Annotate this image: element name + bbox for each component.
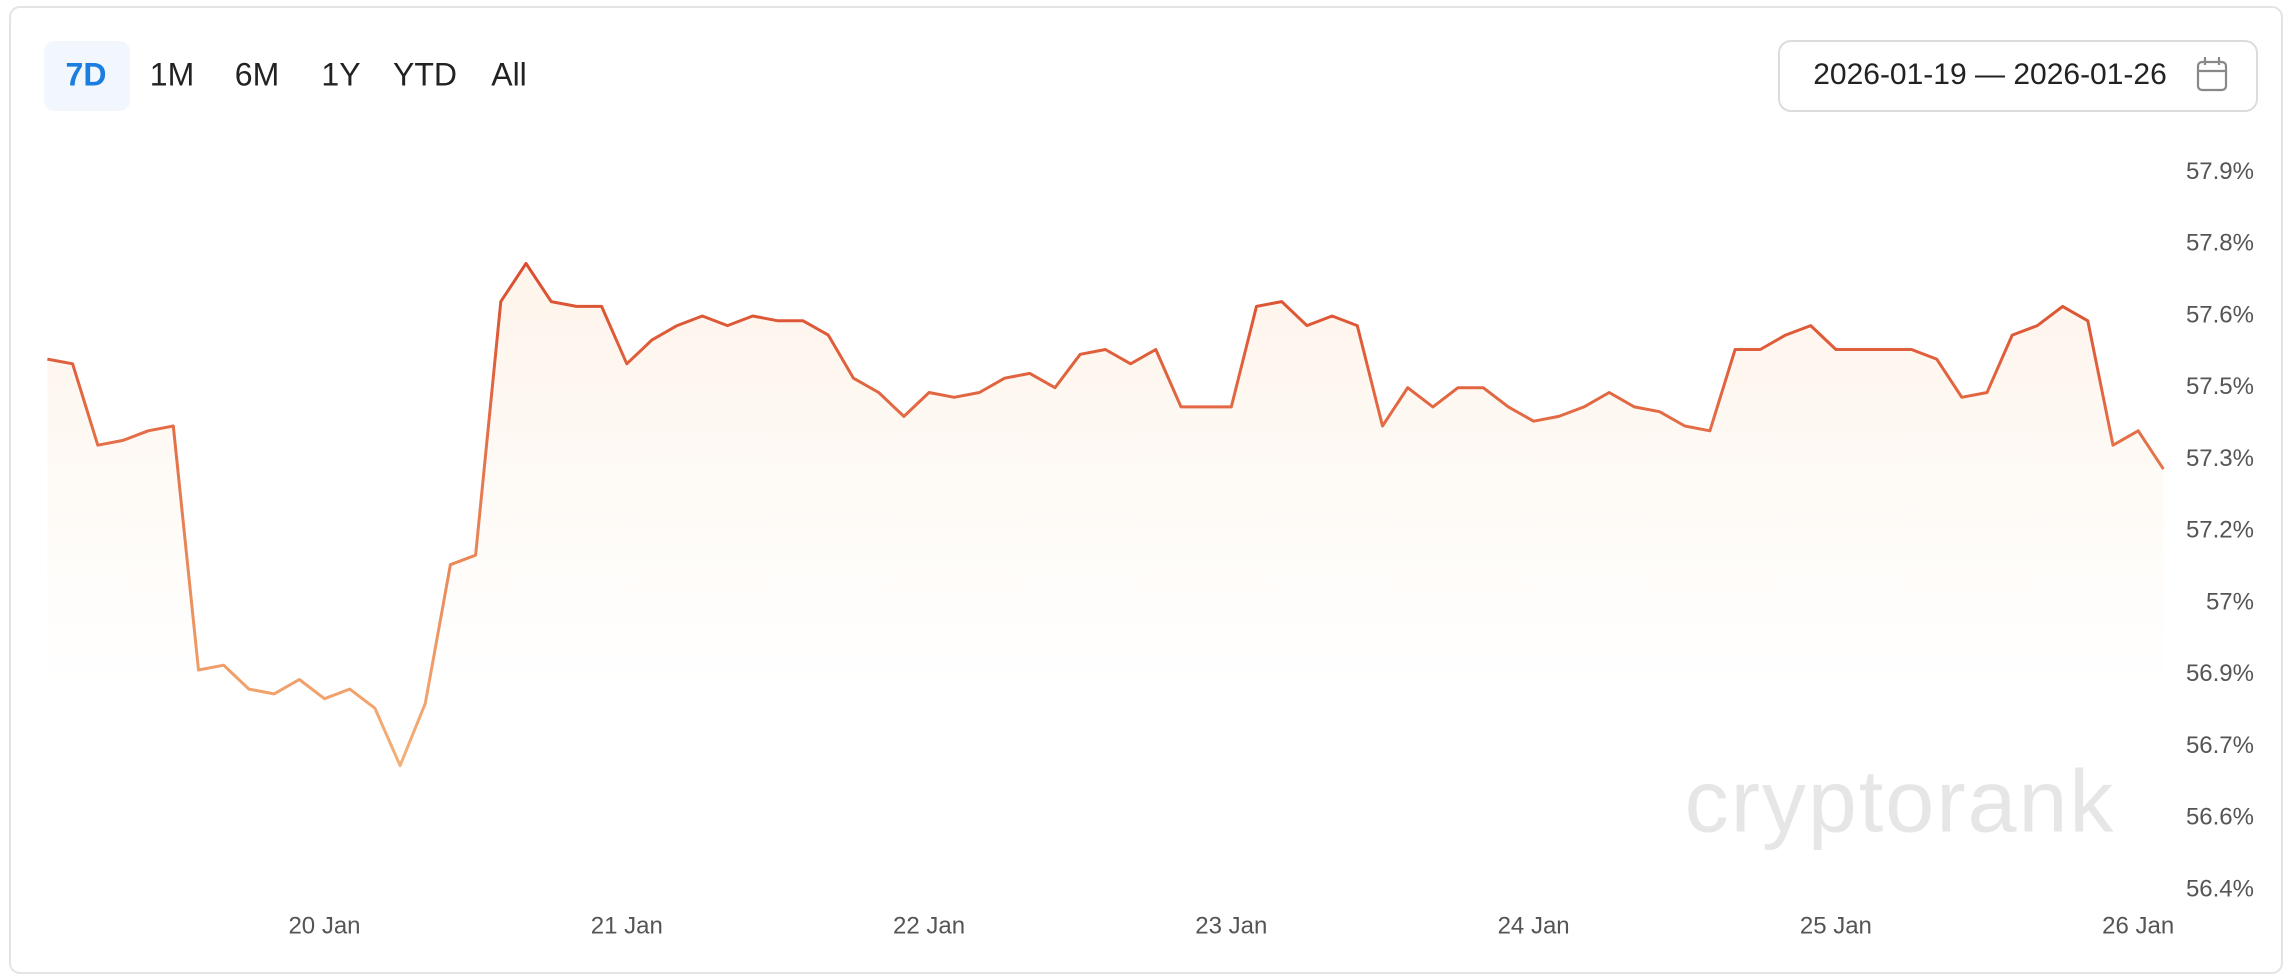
y-tick-label: 56.7%	[2186, 732, 2254, 759]
range-button[interactable]: 1M	[150, 56, 194, 92]
y-tick-label: 57.9%	[2186, 158, 2254, 185]
x-tick-label: 24 Jan	[1498, 912, 1570, 939]
range-button[interactable]: 6M	[235, 56, 279, 92]
active-range-bg	[44, 41, 130, 111]
x-tick-label: 22 Jan	[893, 912, 965, 939]
line	[47, 261, 2165, 768]
y-tick-label: 57.8%	[2186, 230, 2254, 257]
x-tick-label: 26 Jan	[2102, 912, 2174, 939]
date-range[interactable]: 2026-01-19 — 2026-01-26	[1813, 58, 2167, 91]
y-tick-label: 57.3%	[2186, 445, 2254, 472]
date-range-box[interactable]	[1778, 40, 2258, 112]
x-tick-label: 25 Jan	[1800, 912, 1872, 939]
y-tick-label: 56.6%	[2186, 804, 2254, 831]
x-tick-label: 20 Jan	[288, 912, 360, 939]
range-button[interactable]: 7D	[66, 56, 107, 92]
y-tick-label: 56.9%	[2186, 660, 2254, 687]
y-tick-label: 56.4%	[2186, 875, 2254, 902]
range-button[interactable]: All	[491, 56, 527, 92]
y-tick-label: 57.6%	[2186, 301, 2254, 328]
y-tick-label: 57%	[2206, 588, 2254, 615]
y-tick-label: 57.5%	[2186, 373, 2254, 400]
y-tick-label: 57.2%	[2186, 517, 2254, 544]
x-tick-label: 21 Jan	[591, 912, 663, 939]
range-button[interactable]: YTD	[393, 56, 457, 92]
area	[47, 263, 2164, 890]
x-tick-label: 23 Jan	[1195, 912, 1267, 939]
calendar-icon[interactable]	[2196, 57, 2228, 92]
range-button[interactable]: 1Y	[321, 56, 360, 92]
